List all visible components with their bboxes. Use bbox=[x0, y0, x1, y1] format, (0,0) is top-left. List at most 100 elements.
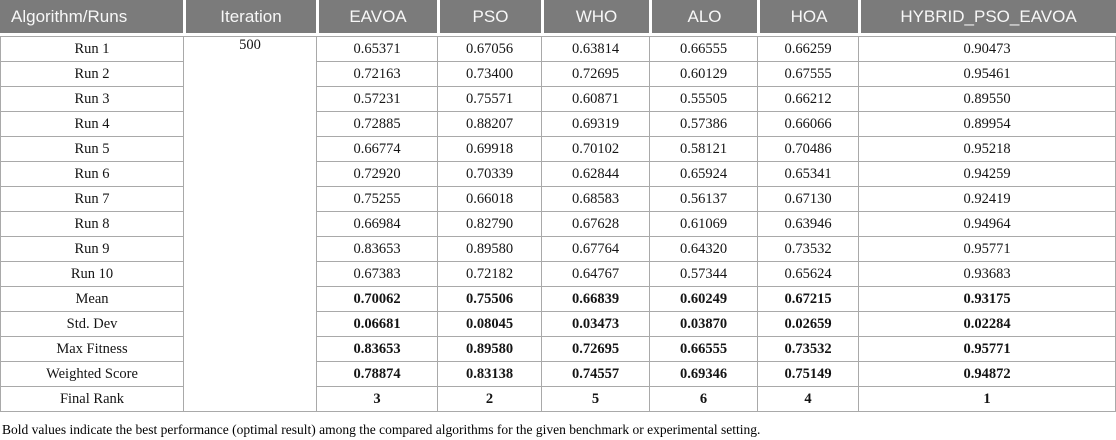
value-cell: 0.75255 bbox=[316, 187, 437, 212]
row-label: Mean bbox=[0, 287, 183, 312]
value-cell: 0.94872 bbox=[858, 362, 1116, 387]
value-cell: 0.70062 bbox=[316, 287, 437, 312]
value-cell: 0.67555 bbox=[757, 62, 858, 87]
value-cell: 0.72163 bbox=[316, 62, 437, 87]
value-cell: 0.66259 bbox=[757, 36, 858, 62]
value-cell: 0.66984 bbox=[316, 212, 437, 237]
value-cell: 0.57344 bbox=[649, 262, 757, 287]
value-cell: 0.69319 bbox=[541, 112, 649, 137]
value-cell: 0.72695 bbox=[541, 62, 649, 87]
value-cell: 0.94259 bbox=[858, 162, 1116, 187]
value-cell: 0.75149 bbox=[757, 362, 858, 387]
row-label: Run 3 bbox=[0, 87, 183, 112]
table-row: Run 8 0.66984 0.82790 0.67628 0.61069 0.63946… bbox=[0, 212, 1116, 237]
value-cell: 0.60249 bbox=[649, 287, 757, 312]
value-cell: 0.58121 bbox=[649, 137, 757, 162]
value-cell: 0.62844 bbox=[541, 162, 649, 187]
value-cell: 0.68583 bbox=[541, 187, 649, 212]
table-row: Run 5 0.66774 0.69918 0.70102 0.58121 0.70486… bbox=[0, 137, 1116, 162]
value-cell: 0.89550 bbox=[858, 87, 1116, 112]
table-row: Run 4 0.72885 0.88207 0.69319 0.57386 0.66066… bbox=[0, 112, 1116, 137]
value-cell: 0.88207 bbox=[437, 112, 541, 137]
value-cell: 0.64767 bbox=[541, 262, 649, 287]
row-label: Run 10 bbox=[0, 262, 183, 287]
value-cell: 0.73532 bbox=[757, 337, 858, 362]
value-cell: 0.95218 bbox=[858, 137, 1116, 162]
value-cell: 0.72695 bbox=[541, 337, 649, 362]
value-cell: 0.57231 bbox=[316, 87, 437, 112]
header-alo: ALO bbox=[649, 0, 757, 36]
value-cell: 0.78874 bbox=[316, 362, 437, 387]
value-cell: 0.94964 bbox=[858, 212, 1116, 237]
table-row: Final Rank 3 2 5 6 4 1 bbox=[0, 387, 1116, 412]
value-cell: 0.65341 bbox=[757, 162, 858, 187]
value-cell: 0.55505 bbox=[649, 87, 757, 112]
header-algorithm-runs: Algorithm/Runs bbox=[0, 0, 183, 36]
table-row: Weighted Score 0.78874 0.83138 0.74557 0.693… bbox=[0, 362, 1116, 387]
value-cell: 0.63946 bbox=[757, 212, 858, 237]
table-row: Run 9 0.83653 0.89580 0.67764 0.64320 0.73532… bbox=[0, 237, 1116, 262]
value-cell: 0.66839 bbox=[541, 287, 649, 312]
row-label: Run 6 bbox=[0, 162, 183, 187]
results-table: Algorithm/Runs Iteration EAVOA PSO WHO A… bbox=[0, 0, 1116, 412]
value-cell: 0.67130 bbox=[757, 187, 858, 212]
row-label: Std. Dev bbox=[0, 312, 183, 337]
row-label: Run 1 bbox=[0, 36, 183, 62]
value-cell: 0.66774 bbox=[316, 137, 437, 162]
value-cell: 0.93683 bbox=[858, 262, 1116, 287]
table-row: Run 1 500 0.65371 0.67056 0.63814 0.66555 0.66… bbox=[0, 36, 1116, 412]
value-cell: 0.65371 bbox=[316, 36, 437, 62]
value-cell: 0.90473 bbox=[858, 36, 1116, 62]
value-cell: 0.63814 bbox=[541, 36, 649, 62]
value-cell: 0.60871 bbox=[541, 87, 649, 112]
table-row: Std. Dev 0.06681 0.08045 0.03473 0.03870 0.02… bbox=[0, 312, 1116, 337]
header-hoa: HOA bbox=[757, 0, 858, 36]
value-cell: 0.61069 bbox=[649, 212, 757, 237]
value-cell: 0.66555 bbox=[649, 36, 757, 62]
row-label: Weighted Score bbox=[0, 362, 183, 387]
value-cell: 0.93175 bbox=[858, 287, 1116, 312]
value-cell: 0.83138 bbox=[437, 362, 541, 387]
value-cell: 3 bbox=[316, 387, 437, 412]
value-cell: 0.83653 bbox=[316, 237, 437, 262]
value-cell: 0.92419 bbox=[858, 187, 1116, 212]
header-eavoa: EAVOA bbox=[316, 0, 437, 36]
value-cell: 4 bbox=[757, 387, 858, 412]
iteration-value-cell: 500 bbox=[183, 36, 316, 412]
table-row: Run 7 0.75255 0.66018 0.68583 0.56137 0.67130… bbox=[0, 187, 1116, 212]
table-row: Max Fitness 0.83653 0.89580 0.72695 0.66555 0… bbox=[0, 337, 1116, 362]
header-hybrid-pso-eavoa: HYBRID_PSO_EAVOA bbox=[858, 0, 1116, 36]
value-cell: 0.89580 bbox=[437, 337, 541, 362]
header-row: Algorithm/Runs Iteration EAVOA PSO WHO A… bbox=[0, 0, 1116, 36]
value-cell: 0.73400 bbox=[437, 62, 541, 87]
row-label: Max Fitness bbox=[0, 337, 183, 362]
value-cell: 0.73532 bbox=[757, 237, 858, 262]
value-cell: 0.89954 bbox=[858, 112, 1116, 137]
row-label: Run 2 bbox=[0, 62, 183, 87]
value-cell: 0.67764 bbox=[541, 237, 649, 262]
value-cell: 0.74557 bbox=[541, 362, 649, 387]
value-cell: 0.66555 bbox=[649, 337, 757, 362]
table-footnote: Bold values indicate the best performanc… bbox=[2, 422, 761, 437]
value-cell: 0.08045 bbox=[437, 312, 541, 337]
value-cell: 0.72920 bbox=[316, 162, 437, 187]
table-row: Run 2 0.72163 0.73400 0.72695 0.60129 0.67555… bbox=[0, 62, 1116, 87]
row-label: Run 5 bbox=[0, 137, 183, 162]
value-cell: 0.70102 bbox=[541, 137, 649, 162]
value-cell: 5 bbox=[541, 387, 649, 412]
table-row: Run 3 0.57231 0.75571 0.60871 0.55505 0.66212… bbox=[0, 87, 1116, 112]
value-cell: 0.82790 bbox=[437, 212, 541, 237]
value-cell: 0.70339 bbox=[437, 162, 541, 187]
value-cell: 6 bbox=[649, 387, 757, 412]
value-cell: 0.67628 bbox=[541, 212, 649, 237]
value-cell: 0.83653 bbox=[316, 337, 437, 362]
value-cell: 0.65924 bbox=[649, 162, 757, 187]
value-cell: 0.02284 bbox=[858, 312, 1116, 337]
row-label: Run 4 bbox=[0, 112, 183, 137]
value-cell: 0.03870 bbox=[649, 312, 757, 337]
value-cell: 0.66066 bbox=[757, 112, 858, 137]
results-table-body: Run 1 500 0.65371 0.67056 0.63814 0.66555 0.66… bbox=[0, 36, 1116, 412]
value-cell: 0.95771 bbox=[858, 337, 1116, 362]
value-cell: 0.65624 bbox=[757, 262, 858, 287]
value-cell: 0.66018 bbox=[437, 187, 541, 212]
